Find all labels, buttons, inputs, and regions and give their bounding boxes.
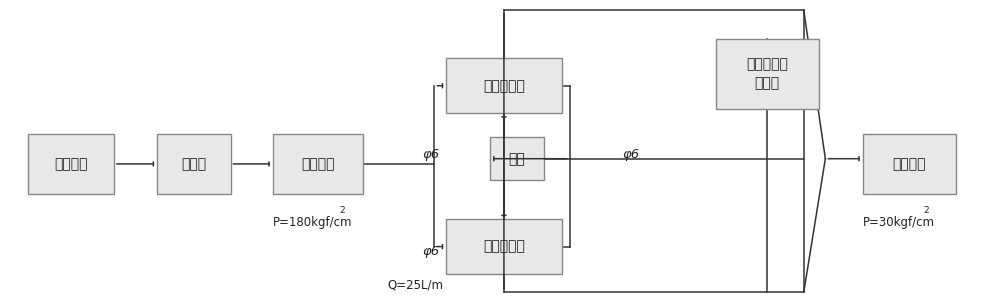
Bar [273,134,363,194]
Text: 电液伺服阀: 电液伺服阀 [483,240,525,254]
Bar [157,134,230,194]
Text: 2: 2 [923,206,929,215]
Text: P=180kgf/cm: P=180kgf/cm [273,216,352,229]
Text: 电液伺服阀
控制器: 电液伺服阀 控制器 [746,57,788,91]
Text: 电液伺服阀: 电液伺服阀 [483,79,525,93]
Text: 定压活门: 定压活门 [301,157,334,171]
Bar [490,137,544,180]
Bar [446,58,562,113]
Bar [28,134,114,194]
Text: 2: 2 [339,206,345,215]
Bar [446,219,562,274]
Bar [863,134,956,194]
Text: 柱塞泵: 柱塞泵 [181,157,206,171]
Text: P=30kgf/cm: P=30kgf/cm [863,216,935,229]
Bar [716,39,818,109]
Text: 回油: 回油 [509,152,526,166]
Text: 燃油出口: 燃油出口 [892,157,926,171]
Text: 燃油进口: 燃油进口 [54,157,88,171]
Text: φ6: φ6 [422,148,439,161]
Text: φ6: φ6 [422,245,439,258]
Text: φ6: φ6 [622,148,640,161]
Text: Q=25L/m: Q=25L/m [387,278,443,292]
